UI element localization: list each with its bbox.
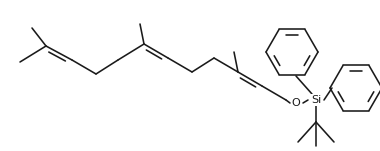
Text: Si: Si — [311, 95, 321, 105]
Text: O: O — [291, 98, 300, 108]
